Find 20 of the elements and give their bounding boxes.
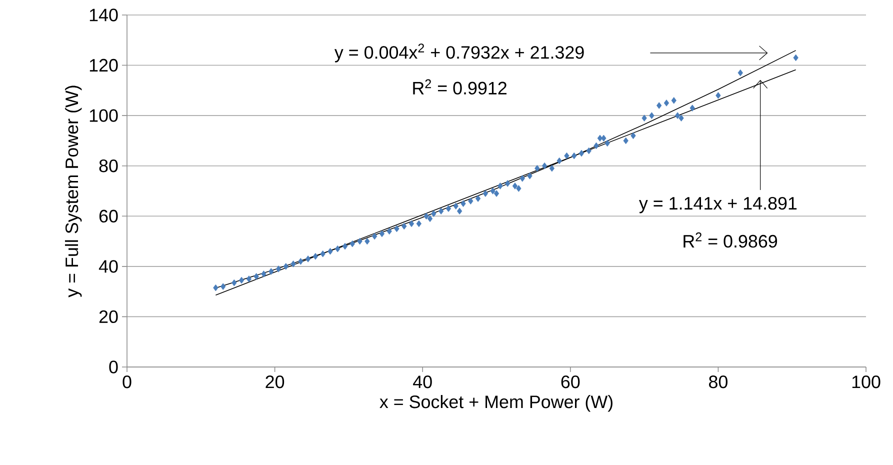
annotation: y = 0.004x$^{2}$ + 0.7932x + 21.329 bbox=[334, 44, 584, 62]
x-tick-label: 0 bbox=[122, 376, 132, 388]
x-tick-label: 80 bbox=[709, 376, 728, 388]
y-tick-label: 20 bbox=[99, 310, 118, 324]
annotation: y = 1.141x + 14.891 bbox=[638, 196, 797, 214]
y-tick-label: 40 bbox=[98, 260, 118, 273]
y-tick-label: 100 bbox=[90, 109, 118, 122]
y-axis-title: y = Full System Power (W) bbox=[65, 86, 82, 298]
y-tick-label: 60 bbox=[99, 210, 118, 222]
annotation: R$^{2}$ = 0.9912 bbox=[413, 79, 506, 94]
x-axis-title: x = Socket + Mem Power (W) bbox=[380, 395, 612, 412]
x-tick-label: 60 bbox=[561, 376, 580, 388]
y-tick-label: 140 bbox=[90, 8, 118, 22]
y-tick-label: 80 bbox=[99, 159, 118, 172]
y-tick-label: 0 bbox=[109, 360, 118, 374]
x-tick-label: 40 bbox=[413, 376, 432, 388]
y-tick-label: 120 bbox=[90, 58, 118, 72]
annotation: R$^{2}$ = 0.9869 bbox=[684, 232, 778, 248]
x-tick-label: 100 bbox=[852, 376, 880, 388]
x-tick-label: 20 bbox=[266, 376, 284, 388]
